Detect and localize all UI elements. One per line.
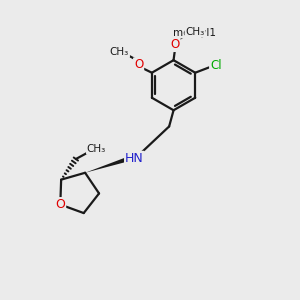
Text: methyl: methyl [194, 31, 199, 32]
Text: CH₃: CH₃ [185, 27, 205, 37]
Text: CH₃: CH₃ [110, 47, 129, 57]
Text: CH₃: CH₃ [87, 144, 106, 154]
Text: O: O [55, 198, 65, 211]
Text: Cl: Cl [210, 59, 222, 72]
Text: HN: HN [125, 152, 144, 165]
Polygon shape [85, 152, 141, 173]
Text: O: O [170, 38, 180, 51]
Text: methyl1: methyl1 [173, 28, 216, 38]
Text: O: O [134, 58, 143, 71]
